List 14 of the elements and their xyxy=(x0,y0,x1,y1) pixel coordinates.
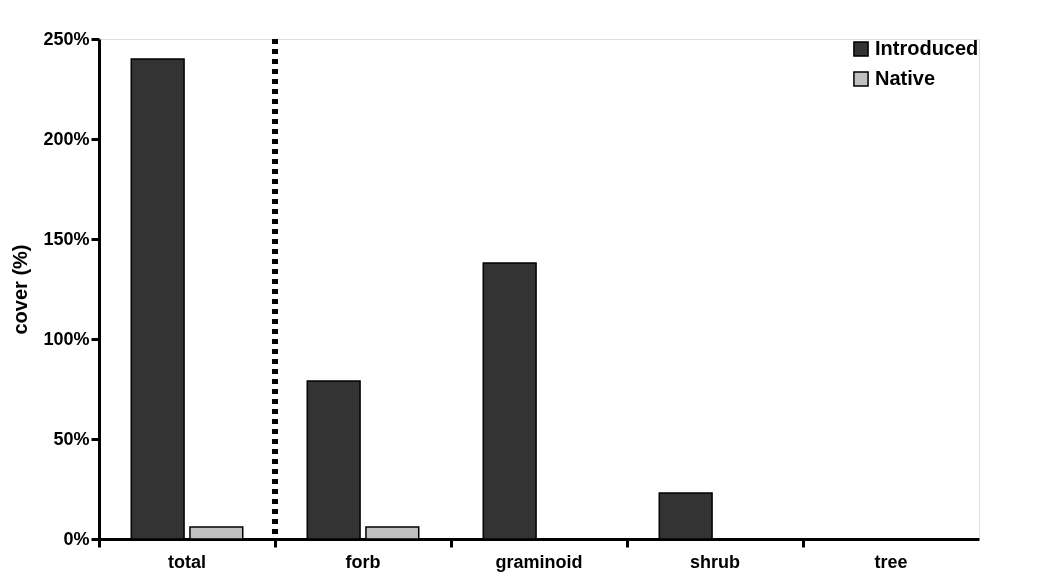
y-tick-label: 250% xyxy=(43,28,90,49)
x-tick-label: forb xyxy=(345,551,381,572)
x-tick-label: total xyxy=(168,551,206,572)
x-tick-label: graminoid xyxy=(495,551,583,572)
legend-label: Introduced xyxy=(875,37,979,59)
y-tick-label: 0% xyxy=(63,528,90,549)
y-tick-label: 150% xyxy=(43,228,90,249)
y-tick-label: 100% xyxy=(43,328,90,349)
x-tick-label: shrub xyxy=(689,551,741,572)
legend-label: Native xyxy=(875,67,936,89)
x-tick-label: tree xyxy=(874,551,908,572)
y-tick-label: 50% xyxy=(53,428,90,449)
y-axis-title: cover (%) xyxy=(9,244,32,335)
y-tick-label: 200% xyxy=(43,128,90,149)
